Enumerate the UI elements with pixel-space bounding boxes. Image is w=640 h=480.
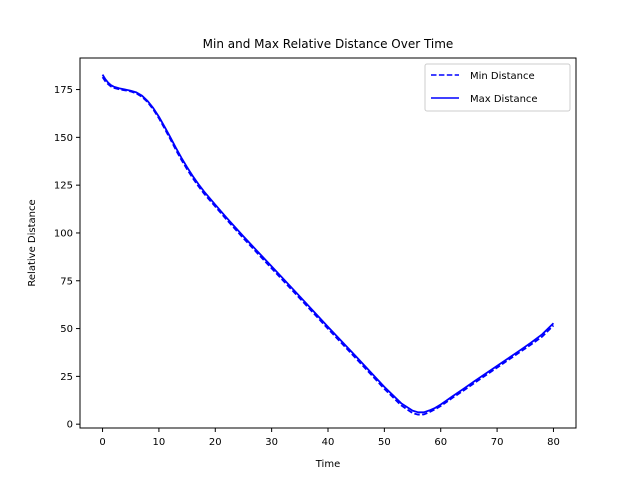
y-tick-label: 50: [60, 324, 73, 335]
series-line-min-distance: [101, 76, 555, 416]
y-tick-label: 75: [60, 276, 73, 287]
legend-label-min: Min Distance: [470, 71, 535, 82]
y-tick-label: 0: [67, 420, 73, 431]
x-tick-label: 30: [265, 437, 278, 448]
chart-title: Min and Max Relative Distance Over Time: [203, 37, 454, 51]
y-axis: 0 25 50 75 100 125 150 175: [54, 85, 80, 431]
x-tick-label: 10: [153, 437, 166, 448]
x-tick-label: 40: [322, 437, 335, 448]
series-layer: [101, 74, 555, 416]
legend-frame: [424, 63, 571, 112]
x-tick-label: 60: [434, 437, 447, 448]
y-tick-label: 25: [60, 372, 73, 383]
x-tick-label: 0: [99, 437, 105, 448]
x-tick-label: 70: [491, 437, 504, 448]
x-axis-label: Time: [315, 459, 340, 470]
series-line-max-distance: [101, 74, 555, 414]
plot-area: [79, 57, 577, 429]
y-tick-label: 100: [54, 228, 73, 239]
y-axis-label: Relative Distance: [27, 199, 38, 286]
y-tick-label: 150: [54, 133, 73, 144]
x-tick-label: 80: [547, 437, 560, 448]
legend-label-max: Max Distance: [470, 94, 538, 105]
legend: Min Distance Max Distance: [424, 63, 571, 112]
y-tick-label: 125: [54, 181, 73, 192]
x-tick-label: 20: [209, 437, 222, 448]
x-axis: 0 10 20 30 40 50 60 70 80: [99, 428, 560, 448]
x-tick-label: 50: [378, 437, 391, 448]
y-tick-label: 175: [54, 85, 73, 96]
